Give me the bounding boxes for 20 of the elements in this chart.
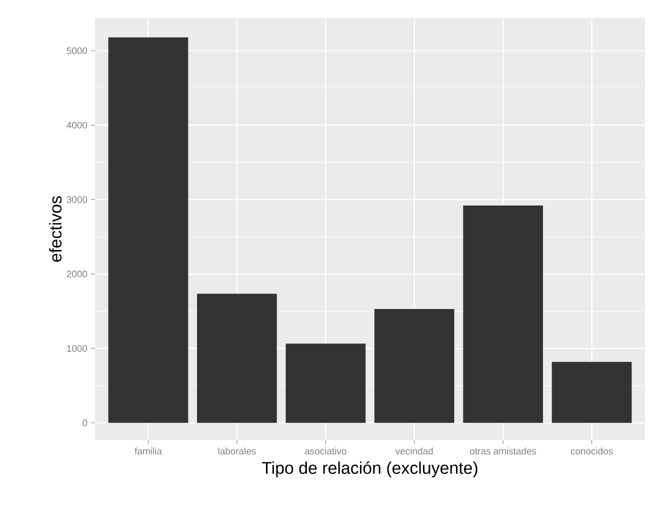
bar xyxy=(463,206,543,423)
x-axis-title: Tipo de relación (excluyente) xyxy=(262,461,478,478)
y-tick-label: 1000 xyxy=(67,345,88,352)
bar xyxy=(374,309,454,423)
y-tick-label: 0 xyxy=(82,420,88,426)
bar xyxy=(197,294,277,423)
x-tick-label: familia xyxy=(134,448,162,454)
x-tick-label: conocidos xyxy=(570,448,613,454)
y-tick-label: 2000 xyxy=(66,270,88,278)
x-tick-label: otras amistades xyxy=(470,448,536,454)
bar xyxy=(286,344,366,423)
y-tick-label: 3000 xyxy=(66,196,88,203)
bar xyxy=(552,362,632,423)
x-tick-label: vecindad xyxy=(395,448,433,454)
x-tick-label: laborales xyxy=(218,448,256,454)
y-tick-label: 5000 xyxy=(66,47,88,54)
y-axis-title: efectivos xyxy=(49,196,62,262)
bar xyxy=(108,37,188,423)
y-tick-label: 4000 xyxy=(66,122,88,129)
x-tick-label: asociativo xyxy=(305,448,346,454)
